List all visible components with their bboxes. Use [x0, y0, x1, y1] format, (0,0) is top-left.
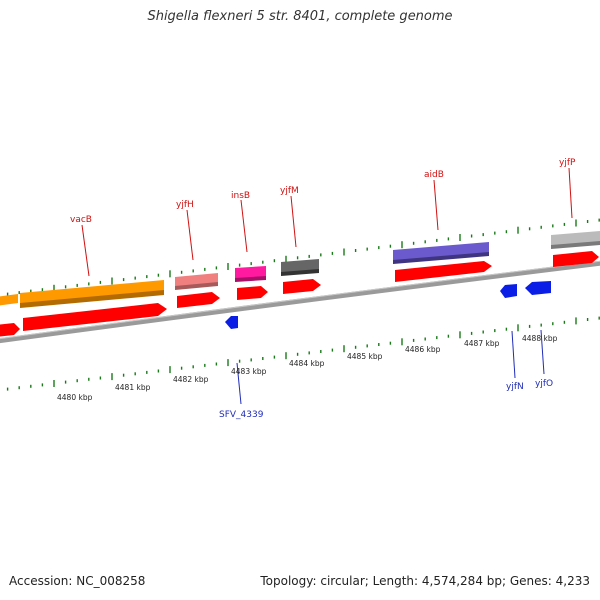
gene-labels: vacB yjfH insB yjfM aidB yjfP SFV_4339 y… [70, 158, 576, 420]
forward-colored-genes [0, 231, 600, 308]
label-yjfM[interactable]: yjfM [280, 186, 299, 196]
gene-block-vacB-shade [20, 290, 164, 308]
cds-arrow-yjfH[interactable] [177, 292, 220, 308]
gene-block-aidB[interactable] [393, 242, 489, 262]
genome-backbone [0, 260, 600, 344]
gene-block-vacB[interactable] [20, 280, 164, 305]
leader-SFV_4339 [236, 362, 242, 405]
gene-block-insB-shade [235, 276, 266, 282]
scale-label: 4482 kbp [173, 375, 209, 384]
label-insB[interactable]: insB [231, 191, 250, 201]
label-yjfO[interactable]: yjfO [535, 379, 553, 389]
forward-cds-arrows [0, 251, 599, 337]
scale-label: 4487 kbp [464, 339, 500, 348]
reverse-strand-genes [225, 281, 551, 329]
cds-arrow-insB[interactable] [237, 286, 268, 300]
cds-arrow-yjfP[interactable] [553, 251, 599, 267]
gene-block-yjfH-shade [175, 282, 218, 290]
leader-yjfN [511, 330, 516, 379]
gene-block-yjfO[interactable] [525, 281, 551, 295]
leader-yjfH [186, 209, 194, 261]
cds-arrow-partial-left[interactable] [0, 323, 20, 337]
label-vacB[interactable]: vacB [70, 215, 92, 225]
scale-label: 4484 kbp [289, 359, 325, 368]
label-leaders [81, 167, 573, 405]
leader-yjfM [290, 195, 297, 248]
gene-block-yjfP-shade [551, 241, 600, 249]
label-yjfH[interactable]: yjfH [176, 200, 194, 210]
leader-aidB [433, 179, 439, 231]
scale-label: 4481 kbp [115, 383, 151, 392]
leader-insB [240, 199, 248, 253]
gene-block-SFV_4339[interactable] [225, 316, 238, 329]
scale-label: 4486 kbp [405, 345, 441, 354]
cds-arrow-vacB[interactable] [23, 303, 167, 331]
genome-backbone-highlight [0, 260, 600, 340]
accession-label: Accession: NC_008258 [9, 574, 146, 588]
label-SFV_4339[interactable]: SFV_4339 [219, 410, 264, 420]
leader-yjfO [540, 329, 545, 375]
leader-yjfP [568, 167, 573, 219]
label-yjfP[interactable]: yjfP [559, 158, 576, 168]
leader-vacB [81, 224, 90, 277]
cds-arrow-aidB[interactable] [395, 261, 492, 282]
outer-tick-ring [6, 218, 600, 296]
inner-tick-ring [6, 316, 600, 391]
label-aidB[interactable]: aidB [424, 170, 444, 180]
gene-block-aidB-shade [393, 252, 489, 264]
scale-labels: 4480 kbp 4481 kbp 4482 kbp 4483 kbp 4484… [57, 334, 558, 402]
label-yjfN[interactable]: yjfN [506, 382, 524, 392]
scale-label: 4488 kbp [522, 334, 558, 343]
scale-label: 4485 kbp [347, 352, 383, 361]
topology-label: Topology: circular; Length: 4,574,284 bp… [260, 574, 590, 588]
gene-block-yjfM-shade [281, 269, 319, 276]
gene-block-yjfN[interactable] [500, 284, 517, 298]
cds-arrow-yjfM[interactable] [283, 279, 321, 294]
scale-label: 4483 kbp [231, 367, 267, 376]
map-title: Shigella flexneri 5 str. 8401, complete … [147, 9, 453, 24]
gene-block-partial-left[interactable] [0, 294, 18, 306]
scale-label: 4480 kbp [57, 393, 93, 402]
